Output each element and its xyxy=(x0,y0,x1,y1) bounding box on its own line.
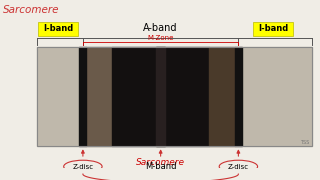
Text: M-Zone: M-Zone xyxy=(148,35,174,41)
Bar xyxy=(86,47,113,146)
Bar xyxy=(113,47,209,146)
Text: I-band: I-band xyxy=(43,24,73,33)
Bar xyxy=(209,47,235,146)
Bar xyxy=(156,47,165,146)
FancyBboxPatch shape xyxy=(38,22,78,36)
Text: Sarcomere: Sarcomere xyxy=(135,158,185,167)
Text: Sarcomere: Sarcomere xyxy=(3,5,60,15)
Bar xyxy=(235,47,242,146)
FancyBboxPatch shape xyxy=(253,22,293,36)
Text: Z-disc: Z-disc xyxy=(72,164,93,170)
Text: TSS: TSS xyxy=(300,140,309,145)
Text: Z-disc: Z-disc xyxy=(228,164,249,170)
Text: I-band: I-band xyxy=(258,24,289,33)
Bar xyxy=(79,47,86,146)
Text: M-band: M-band xyxy=(145,162,176,171)
Bar xyxy=(37,47,312,146)
Text: A-band: A-band xyxy=(143,23,178,33)
Bar xyxy=(242,47,312,146)
Bar xyxy=(37,47,79,146)
